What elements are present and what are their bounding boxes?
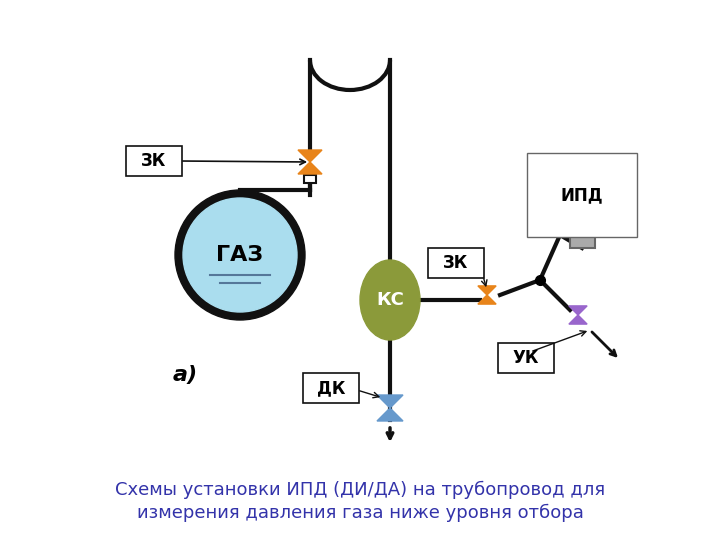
Polygon shape <box>569 306 587 315</box>
Circle shape <box>175 190 305 320</box>
Polygon shape <box>478 286 496 295</box>
FancyBboxPatch shape <box>304 175 316 183</box>
Text: измерения давления газа ниже уровня отбора: измерения давления газа ниже уровня отбо… <box>137 504 583 522</box>
Text: а): а) <box>172 365 197 385</box>
Text: ДК: ДК <box>317 379 346 397</box>
Polygon shape <box>377 408 403 421</box>
Polygon shape <box>478 295 496 304</box>
FancyBboxPatch shape <box>126 146 182 176</box>
Text: Схемы установки ИПД (ДИ/ДА) на трубопровод для: Схемы установки ИПД (ДИ/ДА) на трубопров… <box>115 481 605 499</box>
Circle shape <box>183 198 297 312</box>
Text: ГАЗ: ГАЗ <box>217 245 264 265</box>
Text: КС: КС <box>376 291 404 309</box>
FancyBboxPatch shape <box>498 343 554 373</box>
FancyBboxPatch shape <box>303 373 359 403</box>
Polygon shape <box>298 162 322 174</box>
Text: ЗК: ЗК <box>141 152 167 170</box>
Text: УК: УК <box>513 349 539 367</box>
FancyBboxPatch shape <box>570 230 595 248</box>
Ellipse shape <box>360 260 420 340</box>
Text: ЗК: ЗК <box>444 254 469 272</box>
FancyBboxPatch shape <box>428 248 484 278</box>
FancyBboxPatch shape <box>545 175 620 230</box>
Polygon shape <box>569 315 587 324</box>
Text: ИПД: ИПД <box>561 186 603 204</box>
Polygon shape <box>298 150 322 162</box>
Polygon shape <box>377 395 403 408</box>
